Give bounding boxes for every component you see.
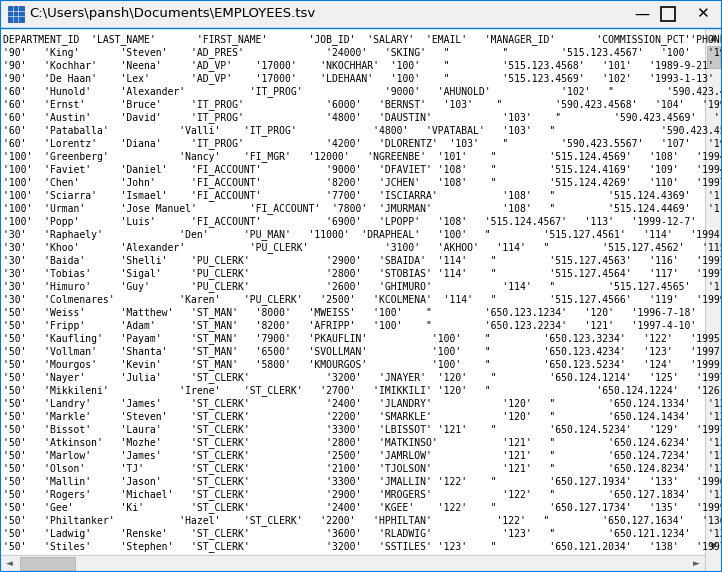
Text: '30'   'Khoo'       'Alexander'           'PU_CLERK'             '3100'   'AKHOO: '30' 'Khoo' 'Alexander' 'PU_CLERK' '3100… [3,242,722,253]
Text: '50'   'Marlow'     'James'     'ST_CLERK'             '2500'   'JAMRLOW'       : '50' 'Marlow' 'James' 'ST_CLERK' '2500' … [3,450,722,461]
Text: '50'   'Atkinson'   'Mozhe'     'ST_CLERK'             '2800'   'MATKINSO'      : '50' 'Atkinson' 'Mozhe' 'ST_CLERK' '2800… [3,437,722,448]
Text: ◄: ◄ [6,559,12,568]
Text: '50'   'Rogers'     'Michael'   'ST_CLERK'             '2900'   'MROGERS'       : '50' 'Rogers' 'Michael' 'ST_CLERK' '2900… [3,489,722,500]
Text: '50'   'Fripp'      'Adam'      'ST_MAN'   '8200'   'AFRIPP'   '100'    "       : '50' 'Fripp' 'Adam' 'ST_MAN' '8200' 'AFR… [3,320,696,331]
Text: '100'  'Sciarra'    'Ismael'    'FI_ACCOUNT'           '7700'   'ISCIARRA'      : '100' 'Sciarra' 'Ismael' 'FI_ACCOUNT' '7… [3,190,722,201]
Text: '50'   'Kaufling'   'Payam'     'ST_MAN'   '7900'   'PKAUFLIN'           '100'  : '50' 'Kaufling' 'Payam' 'ST_MAN' '7900' … [3,333,722,344]
Text: '50'   'Mikkileni'            'Irene'    'ST_CLERK'   '2700'   'IMIKKILI' '120' : '50' 'Mikkileni' 'Irene' 'ST_CLERK' '270… [3,385,722,396]
Text: '60'   'Hunold'     'Alexander'           'IT_PROG'              '9000'   'AHUNO: '60' 'Hunold' 'Alexander' 'IT_PROG' '900… [3,86,722,97]
Text: ✕: ✕ [695,6,708,22]
Text: '60'   'Pataballa'            'Valli'    'IT_PROG'             '4800'   'VPATABA: '60' 'Pataballa' 'Valli' 'IT_PROG' '4800… [3,125,722,136]
Text: '30'   'Tobias'     'Sigal'     'PU_CLERK'             '2800'   'STOBIAS' '114' : '30' 'Tobias' 'Sigal' 'PU_CLERK' '2800' … [3,268,722,279]
Text: '60'   'Ernst'      'Bruce'     'IT_PROG'              '6000'   'BERNST'   '103': '60' 'Ernst' 'Bruce' 'IT_PROG' '6000' 'B… [3,99,722,110]
Text: C:\Users\pansh\Documents\EMPLOYEES.tsv: C:\Users\pansh\Documents\EMPLOYEES.tsv [29,7,316,21]
Text: '30'   'Baida'      'Shelli'    'PU_CLERK'             '2900'   'SBAIDA'  '114' : '30' 'Baida' 'Shelli' 'PU_CLERK' '2900' … [3,255,722,266]
Text: '50'   'Olson'      'TJ'        'ST_CLERK'             '2100'   'TJOLSON'       : '50' 'Olson' 'TJ' 'ST_CLERK' '2100' 'TJO… [3,463,722,474]
Text: '100'  'Faviet'     'Daniel'    'FI_ACCOUNT'           '9000'   'DFAVIET' '108' : '100' 'Faviet' 'Daniel' 'FI_ACCOUNT' '90… [3,164,722,175]
Text: '90'   'Kochhar'    'Neena'     'AD_VP'    '17000'    'NKOCHHAR'  '100'    "    : '90' 'Kochhar' 'Neena' 'AD_VP' '17000' '… [3,60,714,71]
Bar [705,555,722,572]
Text: '30'   'Colmenares'           'Karen'    'PU_CLERK'   '2500'   'KCOLMENA'  '114': '30' 'Colmenares' 'Karen' 'PU_CLERK' '25… [3,294,722,305]
Bar [707,46,720,68]
Text: '50'   'Weiss'      'Matthew'   'ST_MAN'   '8000'   'MWEISS'   '100'    "       : '50' 'Weiss' 'Matthew' 'ST_MAN' '8000' '… [3,307,696,318]
Bar [0,555,705,572]
Text: '30'   'Raphaely'             'Den'      'PU_MAN'   '11000'  'DRAPHEAL'   '100' : '30' 'Raphaely' 'Den' 'PU_MAN' '11000' '… [3,229,722,240]
Bar [661,7,675,21]
Text: '50'   'Stiles'     'Stephen'   'ST_CLERK'             '3200'   'SSTILES' '123' : '50' 'Stiles' 'Stephen' 'ST_CLERK' '3200… [3,541,722,552]
Text: ►: ► [692,559,700,568]
Text: '50'   'Gee'        'Ki'        'ST_CLERK'             '2400'   'KGEE'    '122' : '50' 'Gee' 'Ki' 'ST_CLERK' '2400' 'KGEE'… [3,502,722,513]
Text: '50'   'Philtanker'           'Hazel'    'ST_CLERK'   '2200'   'HPHILTAN'       : '50' 'Philtanker' 'Hazel' 'ST_CLERK' '22… [3,515,722,526]
Text: '60'   'Austin'     'David'     'IT_PROG'              '4800'   'DAUSTIN'       : '60' 'Austin' 'David' 'IT_PROG' '4800' '… [3,112,722,123]
Text: '50'   'Nayer'      'Julia'     'ST_CLERK'             '3200'   'JNAYER'  '120' : '50' 'Nayer' 'Julia' 'ST_CLERK' '3200' '… [3,372,722,383]
Text: '50'   'Mourgos'    'Kevin'     'ST_MAN'   '5800'   'KMOURGOS'           '100'  : '50' 'Mourgos' 'Kevin' 'ST_MAN' '5800' '… [3,359,722,370]
Text: '100'  'Greenberg'            'Nancy'    'FI_MGR'   '12000'   'NGREENBE'  '101' : '100' 'Greenberg' 'Nancy' 'FI_MGR' '1200… [3,151,722,162]
Text: '90'   'King'       'Steven'    'AD_PRES'              '24000'   'SKING'   "    : '90' 'King' 'Steven' 'AD_PRES' '24000' '… [3,47,722,58]
Text: DEPARTMENT_ID  'LAST_NAME'       'FIRST_NAME'       'JOB_ID'  'SALARY'  'EMAIL' : DEPARTMENT_ID 'LAST_NAME' 'FIRST_NAME' '… [3,34,722,45]
Text: '30'   'Himuro'     'Guy'       'PU_CLERK'             '2600'   'GHIMURO'       : '30' 'Himuro' 'Guy' 'PU_CLERK' '2600' 'G… [3,281,722,292]
Text: '100'  'Urman'      'Jose Manuel'         'FI_ACCOUNT'  '7800'  'JMURMAN'       : '100' 'Urman' 'Jose Manuel' 'FI_ACCOUNT'… [3,203,722,214]
Bar [20,557,75,570]
Text: '50'   'Landry'     'James'     'ST_CLERK'             '2400'   'JLANDRY'       : '50' 'Landry' 'James' 'ST_CLERK' '2400' … [3,398,722,409]
Text: '50'   'Mallin'     'Jason'     'ST_CLERK'             '3300'   'JMALLIN' '122' : '50' 'Mallin' 'Jason' 'ST_CLERK' '3300' … [3,476,722,487]
Text: '90'   'De Haan'    'Lex'       'AD_VP'    '17000'    'LDEHAAN'   '100'    "    : '90' 'De Haan' 'Lex' 'AD_VP' '17000' 'LD… [3,73,714,84]
Text: '100'  'Chen'       'John'      'FI_ACCOUNT'           '8200'   'JCHEN'   '108' : '100' 'Chen' 'John' 'FI_ACCOUNT' '8200' … [3,177,722,188]
Bar [1,1,721,28]
Text: ▼: ▼ [710,542,717,550]
Text: '100'  'Popp'       'Luis'      'FI_ACCOUNT'           '6900'   'LPOPP'   '108' : '100' 'Popp' 'Luis' 'FI_ACCOUNT' '6900' … [3,216,696,227]
Text: '50'   'Vollman'    'Shanta'    'ST_MAN'   '6500'   'SVOLLMAN'           '100'  : '50' 'Vollman' 'Shanta' 'ST_MAN' '6500' … [3,346,722,357]
Bar [8,6,24,22]
Text: ▲: ▲ [710,33,717,42]
Bar [705,28,722,555]
Text: '50'   'Markle'     'Steven'    'ST_CLERK'             '2200'   'SMARKLE'       : '50' 'Markle' 'Steven' 'ST_CLERK' '2200'… [3,411,722,422]
Text: —: — [635,6,650,22]
Text: '50'   'Ladwig'     'Renske'    'ST_CLERK'             '3600'   'RLADWIG'       : '50' 'Ladwig' 'Renske' 'ST_CLERK' '3600'… [3,528,722,539]
Text: '60'   'Lorentz'    'Diana'     'IT_PROG'              '4200'   'DLORENTZ'  '103: '60' 'Lorentz' 'Diana' 'IT_PROG' '4200' … [3,138,722,149]
Text: '50'   'Bissot'     'Laura'     'ST_CLERK'             '3300'   'LBISSOT' '121' : '50' 'Bissot' 'Laura' 'ST_CLERK' '3300' … [3,424,722,435]
